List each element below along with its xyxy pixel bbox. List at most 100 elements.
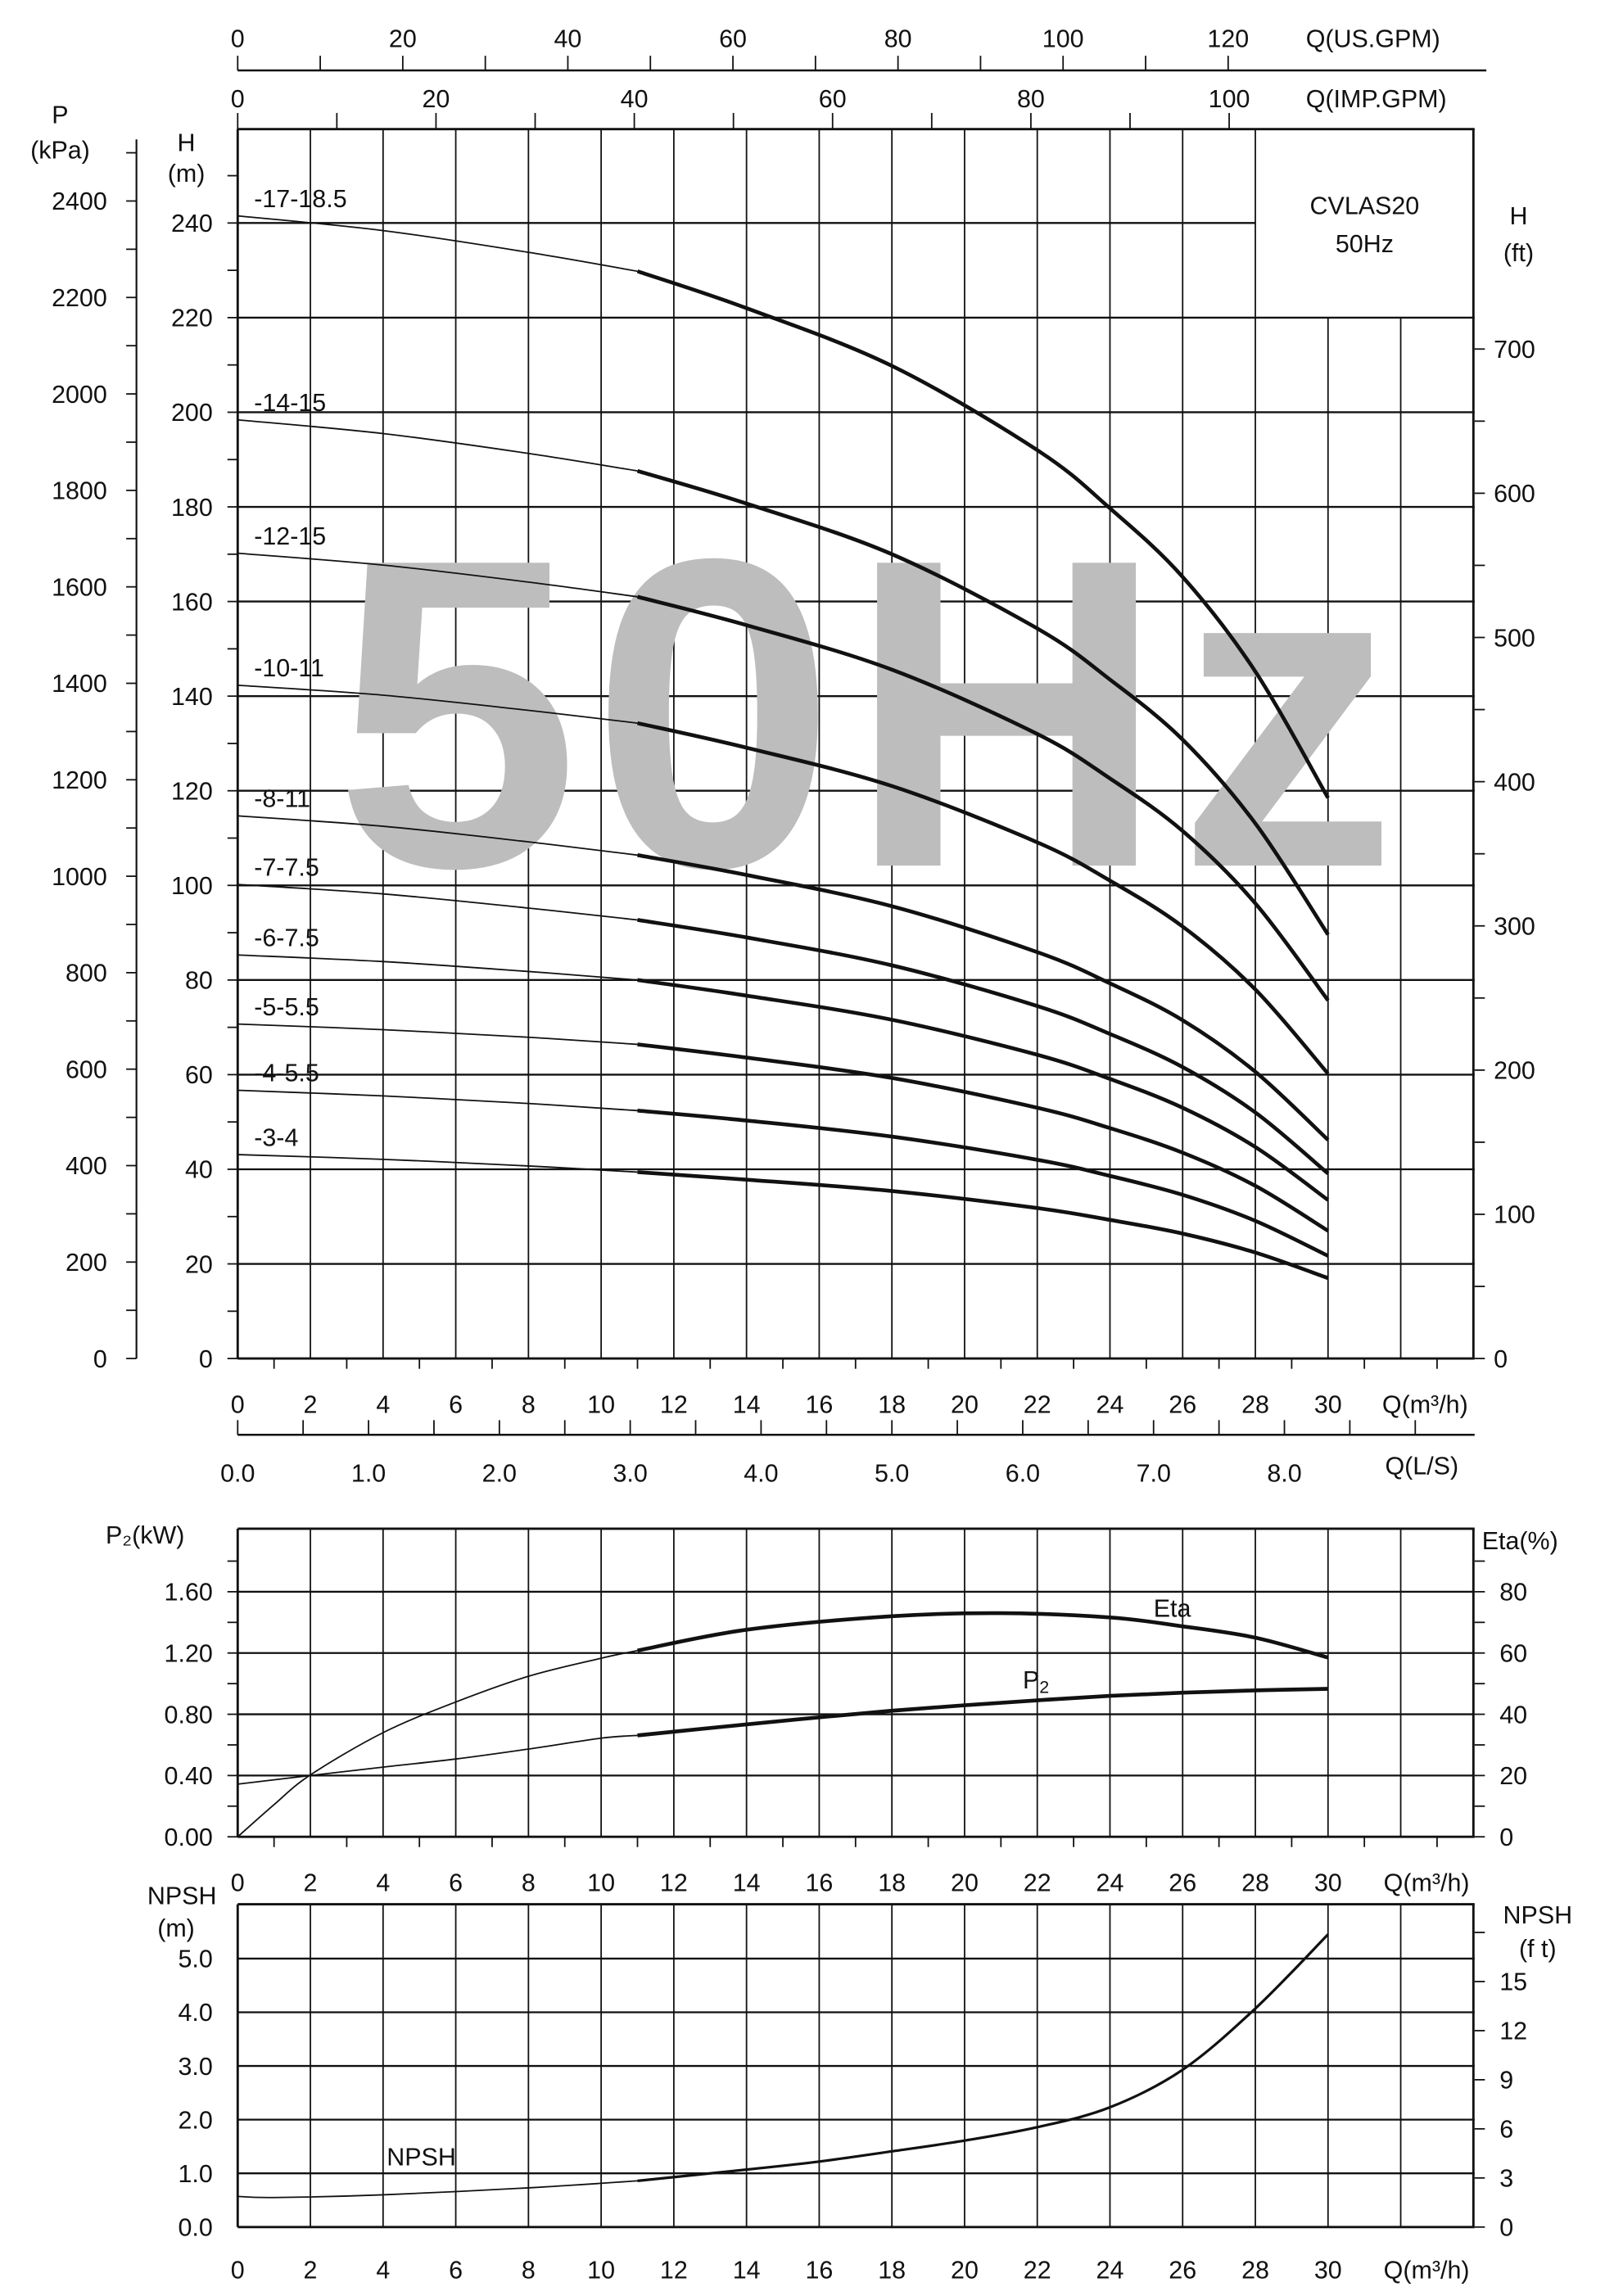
npsh-ft-axis-label: NPSH: [1503, 1901, 1573, 1929]
head-curve-thick: [637, 1109, 1329, 1258]
q-m3h-tick-label: 2: [304, 1869, 318, 1896]
npsh-m-tick-label: 5.0: [178, 1946, 212, 1973]
p-kpa-tick-label: 200: [66, 1249, 107, 1277]
h-m-tick-label: 240: [171, 210, 213, 237]
h-m-tick-label: 100: [171, 872, 213, 900]
npsh-ft-tick-label: 3: [1499, 2165, 1513, 2193]
q-m3h-tick-label: 6: [449, 2257, 463, 2285]
q-ls-tick-label: 0.0: [220, 1460, 255, 1488]
eta-curve-thick: [637, 1611, 1329, 1660]
q-m3h-tick-label: 26: [1169, 2257, 1196, 2285]
q-m3h-tick-label: 30: [1314, 1869, 1342, 1896]
h-ft-axis-unit: (ft): [1503, 239, 1534, 267]
curve-label: -6-7.5: [254, 924, 319, 951]
p2-subscript: 2: [1039, 1678, 1049, 1697]
q-m3h-tick-label: 30: [1314, 2257, 1342, 2285]
p-kpa-tick-label: 1000: [52, 863, 107, 891]
q-m3h-tick-label: 24: [1096, 1390, 1124, 1418]
q-ls-tick-label: 5.0: [875, 1460, 909, 1488]
p2-tick-label: 1.20: [165, 1639, 213, 1667]
h-m-tick-label: 220: [171, 305, 213, 332]
npsh-m-tick-label: 0.0: [178, 2214, 212, 2242]
p2-curve-thick: [637, 1687, 1328, 1738]
h-m-tick-label: 200: [171, 399, 213, 427]
eta-curve-thin: [237, 1649, 638, 1837]
imp-gpm-tick-label: 100: [1209, 85, 1250, 113]
head-curve-thick: [637, 1170, 1329, 1281]
head-curve-thick: [636, 468, 1330, 936]
head-curve-thin: [237, 1023, 638, 1046]
q-ls-tick-label: 6.0: [1006, 1460, 1040, 1488]
h-ft-tick-label: 600: [1494, 480, 1535, 508]
p2-axis-label: P₂(kW): [106, 1521, 184, 1549]
h-ft-tick-label: 200: [1494, 1057, 1535, 1085]
q-m3h-tick-label: 20: [951, 2257, 979, 2285]
npsh-ft-axis-unit: (f t): [1519, 1935, 1557, 1963]
head-curve-thick: [637, 853, 1330, 1141]
npsh-ft-tick-label: 6: [1499, 2116, 1513, 2144]
curves-layer: -17-18.5 -14-15 -12-15 -10-11 -8-11 -7-7.5 -6-…: [237, 185, 1330, 2199]
head-curve-thin: [237, 552, 638, 598]
q-m3h-tick-label: 26: [1169, 1869, 1196, 1896]
h-m-tick-label: 40: [185, 1156, 213, 1184]
head-curve-thin: [237, 215, 638, 273]
q-m3h-tick-label: 30: [1314, 1390, 1342, 1418]
h-m-tick-label: 80: [185, 967, 213, 995]
q-m3h-tick-label: 24: [1096, 1869, 1124, 1896]
curve-label: -5-5.5: [254, 993, 319, 1021]
q-m3h-tick-label: 8: [522, 2257, 536, 2285]
q-m3h-tick-label: 10: [587, 2257, 615, 2285]
q-m3h-tick-label: 16: [805, 2257, 833, 2285]
q-m3h-tick-label: 10: [587, 1390, 615, 1418]
q-m3h-tick-label: 0: [231, 1869, 245, 1896]
q-m3h-tick-label: 24: [1096, 2257, 1124, 2285]
q-m3h-tick-label: 28: [1241, 1390, 1269, 1418]
p2-tick-label: 0.00: [165, 1824, 213, 1851]
q-m3h-tick-label: 14: [733, 2257, 761, 2285]
us-gpm-tick-label: 80: [884, 25, 912, 52]
q-m3h-tick-label: 26: [1169, 1390, 1196, 1418]
us-gpm-tick-label: 20: [389, 25, 417, 52]
q-m3h-tick-label: 6: [449, 1390, 463, 1418]
p-kpa-tick-label: 2200: [52, 284, 107, 312]
h-ft-tick-label: 300: [1494, 912, 1535, 940]
eta-axis-label: Eta(%): [1482, 1527, 1558, 1555]
h-ft-tick-label: 100: [1494, 1201, 1535, 1229]
curve-label: -17-18.5: [254, 185, 346, 213]
curve-label: -3-4: [254, 1123, 298, 1151]
q-m3h-tick-label: 16: [805, 1390, 833, 1418]
axes-layer: 0 20 40 60 80 100 1200 20 40 60 80 1000204060801001…: [52, 25, 1535, 2284]
head-curve-thin: [237, 1089, 638, 1112]
npsh-ft-tick-label: 15: [1499, 1968, 1527, 1996]
head-curve-thin: [237, 684, 638, 724]
us-gpm-tick-label: 60: [719, 25, 747, 52]
p2-curve-thin: [237, 1734, 638, 1785]
q-m3h-tick-label: 12: [660, 1390, 688, 1418]
head-curve-thick: [637, 1042, 1329, 1233]
h-ft-axis-label: H: [1510, 202, 1528, 230]
head-curve-thin: [237, 815, 638, 856]
p-kpa-tick-label: 2400: [52, 188, 107, 215]
us-gpm-tick-label: 100: [1042, 25, 1084, 52]
curve-label: -14-15: [254, 389, 326, 417]
watermark: 50Hz: [335, 467, 1409, 959]
q-m3h-tick-label: 28: [1241, 2257, 1269, 2285]
npsh-ft-tick-label: 12: [1499, 2018, 1527, 2045]
q-m3h-tick-label: 18: [878, 1869, 906, 1896]
h-ft-tick-label: 0: [1494, 1345, 1508, 1373]
imp-gpm-tick-label: 40: [621, 85, 649, 113]
q-m3h-tick-label: 0: [231, 1390, 245, 1418]
npsh-m-tick-label: 2.0: [178, 2106, 212, 2134]
q-m3h-tick-label: 18: [878, 1390, 906, 1418]
us-gpm-tick-label: 0: [231, 25, 245, 52]
curve-label: -7-7.5: [254, 853, 319, 881]
frequency-title: 50Hz: [1336, 230, 1394, 258]
head-curve-thin: [237, 1154, 638, 1173]
npsh-m-tick-label: 3.0: [178, 2053, 212, 2081]
npsh-ft-tick-label: 9: [1499, 2067, 1513, 2095]
head-curve-thick: [637, 918, 1330, 1175]
npsh-m-axis-label: NPSH: [147, 1882, 217, 1910]
h-m-tick-label: 0: [199, 1345, 213, 1373]
p2-tick-label: 1.60: [165, 1579, 213, 1607]
